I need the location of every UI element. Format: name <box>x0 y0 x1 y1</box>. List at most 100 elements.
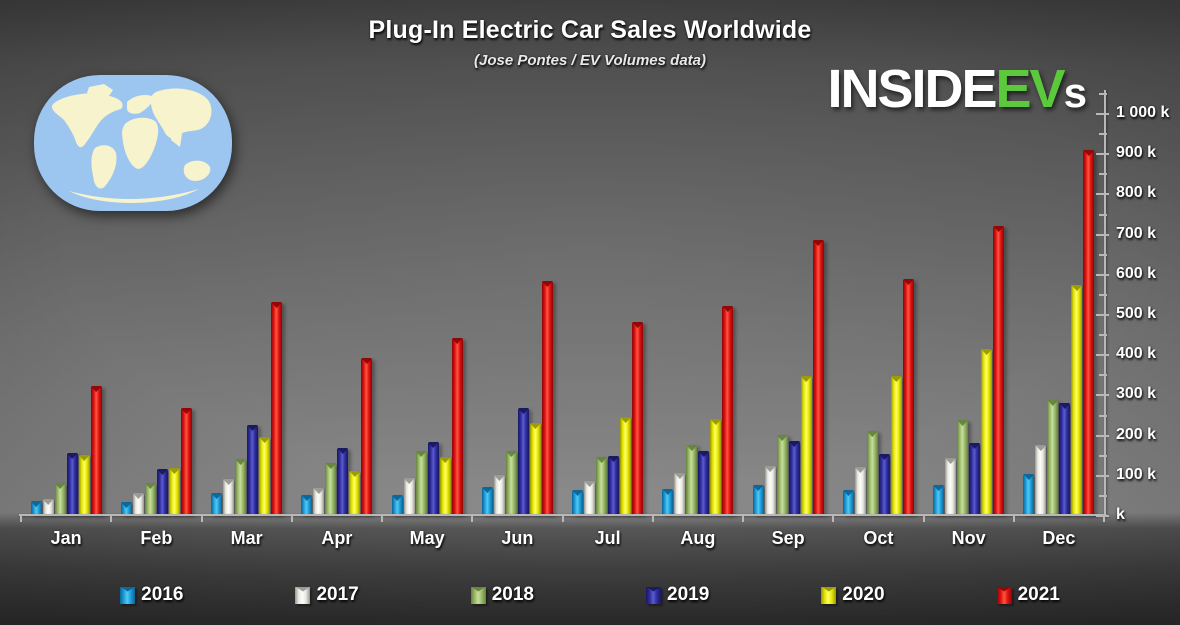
x-axis-tick <box>471 516 473 522</box>
month-label-mar: Mar <box>230 528 263 548</box>
legend-item-2016: 2016 <box>120 584 183 606</box>
bar-top-bevel <box>674 473 686 479</box>
y-axis-label-500: 500 k <box>1116 305 1157 322</box>
bar-2016-mar <box>211 493 223 515</box>
bar-2018-sep <box>776 435 788 515</box>
y-axis-minor-tick <box>1099 294 1107 296</box>
bar-2018-mar <box>235 459 247 515</box>
legend-swatch-bevel <box>996 586 1012 592</box>
bar-2017-feb <box>132 493 144 515</box>
bar-top-bevel <box>866 431 878 437</box>
y-axis-label-1000: 1 000 k <box>1116 104 1170 121</box>
bar-2017-sep <box>764 466 776 515</box>
bar-2018-nov <box>957 420 969 515</box>
bar-top-bevel <box>325 463 337 469</box>
legend-swatch-bevel <box>646 586 661 592</box>
y-axis-major-tick <box>1096 234 1109 236</box>
bar-top-bevel <box>156 469 168 475</box>
bar-2019-apr <box>337 448 349 515</box>
bar-2017-jan <box>42 499 54 515</box>
bar-top-bevel <box>211 493 223 499</box>
legend-swatch-2017 <box>295 586 311 604</box>
bar-2017-aug <box>674 473 686 515</box>
y-axis-major-tick <box>1096 354 1109 356</box>
map-africa <box>122 117 159 169</box>
bar-top-bevel <box>259 437 271 443</box>
bar-top-bevel <box>78 455 90 461</box>
month-label-feb: Feb <box>140 528 173 548</box>
bar-2020-aug <box>710 419 722 515</box>
y-axis-minor-tick <box>1099 495 1107 497</box>
bar-top-bevel <box>584 481 596 487</box>
logo-ev: EV <box>995 59 1066 119</box>
bar-top-bevel <box>403 478 415 484</box>
bar-2016-sep <box>752 485 764 515</box>
month-label-may: May <box>409 528 445 548</box>
legend-item-2020: 2020 <box>821 584 885 606</box>
bar-top-bevel <box>493 475 505 481</box>
bar-2016-nov <box>933 485 945 515</box>
bar-2019-jan <box>66 453 78 515</box>
logo-inside: INSIDE <box>827 59 997 119</box>
y-axis-label-0: k <box>1116 506 1125 523</box>
month-label-apr: Apr <box>321 528 353 548</box>
legend-swatch-bevel <box>120 586 136 592</box>
bar-2021-aug <box>722 306 734 515</box>
month-label-jun: Jun <box>501 528 534 548</box>
legend-swatch-bevel <box>470 586 486 592</box>
bar-top-bevel <box>710 419 722 425</box>
bar-top-bevel <box>1047 400 1059 406</box>
bar-2019-mar <box>247 425 259 515</box>
bar-top-bevel <box>776 435 788 441</box>
bar-top-bevel <box>529 423 541 429</box>
logo-s: s <box>1063 69 1087 116</box>
bar-group-jan <box>21 93 111 515</box>
bar-top-bevel <box>620 417 632 423</box>
legend-label-2020: 2020 <box>842 584 885 605</box>
legend-label-2019: 2019 <box>667 584 710 605</box>
bar-group-oct <box>833 93 923 515</box>
x-axis-tick <box>291 516 293 522</box>
x-axis-tick <box>20 516 22 522</box>
bar-2019-feb <box>156 469 168 515</box>
plot-area <box>21 93 1104 515</box>
bar-2020-mar <box>259 437 271 515</box>
y-axis-major-tick <box>1096 515 1109 517</box>
bar-group-nov <box>924 93 1014 515</box>
map-north-america <box>52 93 123 148</box>
legend-label-2016: 2016 <box>141 584 184 605</box>
bar-2016-dec <box>1023 474 1035 515</box>
bar-top-bevel <box>752 485 764 491</box>
bar-top-bevel <box>168 468 180 474</box>
y-axis-minor-tick <box>1099 254 1107 256</box>
bar-2021-mar <box>271 302 283 515</box>
bar-2021-oct <box>902 279 914 515</box>
y-axis-minor-tick <box>1099 93 1107 95</box>
bar-top-bevel <box>969 443 981 449</box>
bar-top-bevel <box>313 488 325 494</box>
bar-2020-nov <box>981 349 993 515</box>
bar-top-bevel <box>54 483 66 489</box>
bar-2021-apr <box>361 358 373 515</box>
bar-2018-dec <box>1047 400 1059 515</box>
bar-top-bevel <box>933 485 945 491</box>
bar-2019-aug <box>698 451 710 515</box>
legend-item-2021: 2021 <box>996 584 1060 606</box>
bar-top-bevel <box>572 490 584 496</box>
bar-top-bevel <box>66 453 78 459</box>
bar-2021-may <box>451 338 463 515</box>
bar-2021-dec <box>1083 150 1095 515</box>
bar-2020-jul <box>620 417 632 515</box>
bar-2021-jul <box>632 322 644 515</box>
bar-top-bevel <box>1071 285 1083 291</box>
bar-2020-dec <box>1071 285 1083 515</box>
legend-label-2021: 2021 <box>1017 584 1060 605</box>
bar-2017-oct <box>854 467 866 515</box>
bar-2019-jun <box>517 408 529 515</box>
bar-top-bevel <box>686 445 698 451</box>
bar-group-may <box>382 93 472 515</box>
bar-top-bevel <box>1059 403 1071 409</box>
y-axis-minor-tick <box>1099 374 1107 376</box>
y-axis-minor-tick <box>1099 214 1107 216</box>
y-axis-label-600: 600 k <box>1116 265 1157 282</box>
